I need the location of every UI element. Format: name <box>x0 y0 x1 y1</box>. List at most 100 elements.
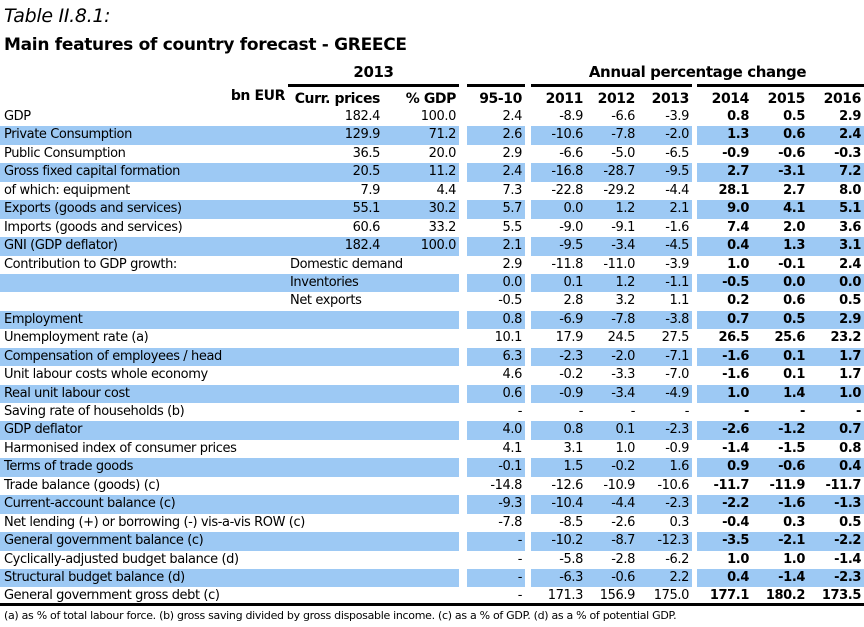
value-2016: -1.4 <box>834 551 861 567</box>
value-2016: 8.0 <box>839 182 861 198</box>
value-2014: -0.9 <box>722 145 749 161</box>
value-2016: 3.6 <box>839 219 861 235</box>
value-curr-prices: 182.4 <box>288 237 383 256</box>
value-curr-prices <box>288 477 383 495</box>
value-2015: 180.2 <box>752 587 808 606</box>
value-pct-gdp <box>383 587 459 606</box>
value-95-10: 10.1 <box>494 330 523 346</box>
value-2014: -11.7 <box>713 477 750 493</box>
row-label: Gross fixed capital formation <box>0 163 288 182</box>
value-2012: -3.4 <box>586 237 638 256</box>
column-gap <box>459 292 467 310</box>
value-pct-gdp <box>383 477 459 495</box>
value-pct-gdp: 11.2 <box>383 163 459 182</box>
value-2016: 2.9 <box>839 109 861 124</box>
column-gap <box>459 551 467 569</box>
value-2016: -2.2 <box>808 532 864 551</box>
value-pct-gdp <box>383 329 459 347</box>
value-95-10: 4.6 <box>502 367 523 383</box>
value-2013: -7.1 <box>638 347 692 367</box>
value-2014: - <box>744 404 749 419</box>
value-95-10: -0.1 <box>467 458 525 477</box>
value-2014: 1.3 <box>697 126 752 145</box>
value-curr-prices: 60.6 <box>352 219 381 235</box>
value-2014: -1.4 <box>722 440 749 456</box>
row-label: GNI (GDP deflator) <box>0 237 288 256</box>
value-2013: 2.1 <box>638 200 692 219</box>
value-2011: 3.1 <box>563 440 584 456</box>
value-pct-gdp <box>383 421 459 440</box>
row-label: Net lending (+) or borrowing (-) vis-a-v… <box>4 514 305 530</box>
value-2011: -9.0 <box>559 219 583 235</box>
value-2012: -6.6 <box>611 109 635 124</box>
value-curr-prices: 55.1 <box>288 200 383 219</box>
column-gap <box>459 403 467 421</box>
value-2014: -2.6 <box>697 421 752 440</box>
value-2011: -9.5 <box>531 237 586 256</box>
row-label <box>0 273 288 293</box>
value-2013: -10.6 <box>657 477 689 493</box>
value-2014: -1.6 <box>722 367 749 383</box>
value-2015: 0.5 <box>783 109 805 124</box>
value-95-10: - <box>467 532 525 551</box>
row-label: of which: equipment <box>4 182 130 198</box>
value-2013: 27.5 <box>661 330 690 346</box>
value-95-10: - <box>517 551 523 567</box>
value-95-10: 2.9 <box>502 256 523 272</box>
column-gap <box>459 514 467 532</box>
value-curr-prices <box>288 495 383 514</box>
value-curr-prices <box>288 310 383 330</box>
value-pct-gdp <box>383 384 459 403</box>
value-2016: 5.1 <box>808 200 864 219</box>
value-2016: 0.4 <box>808 458 864 477</box>
value-pct-gdp <box>383 495 459 514</box>
value-pct-gdp: 100.0 <box>383 237 459 256</box>
forecast-table: 2013 Annual percentage change bn EUR Curr. … <box>0 60 864 606</box>
value-2011: -6.6 <box>559 145 583 161</box>
row-label: Imports (goods and services) <box>4 219 183 235</box>
value-95-10: 2.6 <box>467 126 525 145</box>
value-2011: -10.2 <box>531 532 586 551</box>
value-2015: - <box>800 404 805 419</box>
column-header: 2011 <box>531 84 586 108</box>
row-label: GDP <box>4 109 31 124</box>
table-title: Main features of country forecast - GREE… <box>4 35 407 55</box>
value-2011: 171.3 <box>531 587 586 606</box>
value-2014: 177.1 <box>697 587 752 606</box>
value-curr-prices <box>288 514 383 532</box>
value-2011: -10.4 <box>531 495 586 514</box>
value-2015: 2.7 <box>783 182 805 198</box>
row-label: General government gross debt (c) <box>0 587 288 606</box>
value-95-10: 0.6 <box>467 384 525 403</box>
value-95-10: 5.5 <box>502 219 523 235</box>
value-pct-gdp: 4.4 <box>436 182 457 198</box>
column-gap <box>459 569 467 587</box>
column-gap <box>459 458 467 476</box>
header-group-annual-change: Annual percentage change <box>588 63 807 81</box>
value-2016: 2.4 <box>808 126 864 145</box>
value-2015: 1.3 <box>752 237 808 256</box>
value-2014: 0.2 <box>727 293 749 309</box>
value-2016: 0.0 <box>808 273 864 293</box>
column-gap <box>459 274 467 292</box>
column-gap <box>525 587 531 606</box>
column-gap <box>459 182 467 200</box>
value-curr-prices <box>288 568 383 588</box>
value-2012: 156.9 <box>586 587 638 606</box>
value-pct-gdp: 71.2 <box>383 126 459 145</box>
header-spacer <box>459 60 531 84</box>
value-2011: -0.2 <box>559 367 583 383</box>
value-2013: -3.9 <box>665 109 689 124</box>
value-2011: 2.8 <box>563 293 584 309</box>
value-2016: -11.7 <box>825 477 862 493</box>
value-2014: -3.5 <box>697 532 752 551</box>
value-95-10: 2.1 <box>467 237 525 256</box>
column-gap <box>459 477 467 495</box>
value-2016: 3.1 <box>808 237 864 256</box>
value-2011: 0.1 <box>531 273 586 293</box>
value-2016: 1.7 <box>808 347 864 367</box>
value-2015: -11.9 <box>769 477 806 493</box>
value-2011: -22.8 <box>551 182 583 198</box>
value-2013: -4.9 <box>638 384 692 403</box>
value-curr-prices <box>288 532 383 551</box>
